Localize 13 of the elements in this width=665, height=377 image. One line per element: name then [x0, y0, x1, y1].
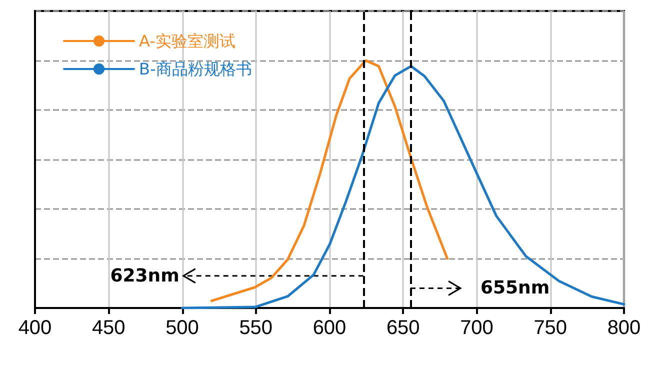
x-tick-label: 700: [460, 317, 494, 339]
x-tick-label: 500: [166, 317, 199, 339]
legend-label: A-实验室测试: [139, 32, 236, 50]
annotation: 623nm: [110, 265, 180, 286]
annotation: 655nm: [480, 278, 550, 299]
x-tick-label: 550: [239, 317, 273, 339]
x-tick-label: 450: [92, 317, 126, 339]
x-tick-label: 800: [607, 317, 641, 339]
legend-label: B-商品粉规格书: [139, 60, 252, 78]
x-tick-label: 650: [386, 317, 420, 339]
x-tick-label: 600: [312, 317, 346, 339]
x-tick-label: 750: [534, 317, 568, 339]
x-tick-label: 400: [18, 317, 52, 339]
